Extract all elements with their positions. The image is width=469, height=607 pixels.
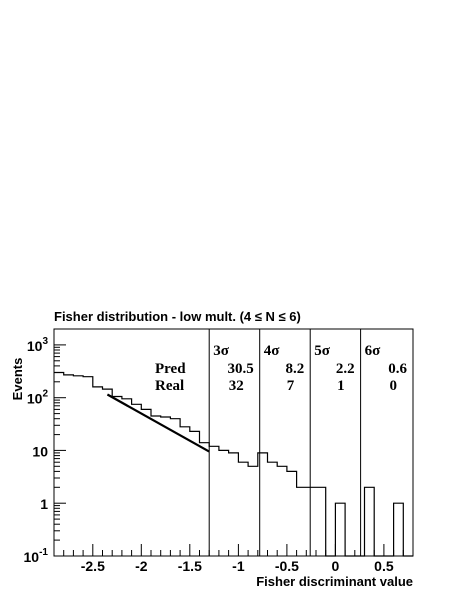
x-tick-label: -1.5 (178, 558, 202, 574)
sigma-label-5: 5σ (314, 343, 331, 359)
x-tick-label: -2 (135, 558, 148, 574)
x-tick-label: 0 (332, 558, 340, 574)
pred-value-4sigma: 8.2 (285, 361, 304, 377)
y-tick-label: 1 (40, 496, 48, 512)
y-tick-label: 102 (27, 389, 49, 407)
real-value-4sigma: 7 (287, 378, 295, 394)
y-tick-label: 10 (32, 443, 48, 459)
x-axis-label: Fisher discriminant value (256, 574, 413, 589)
real-value-3sigma: 32 (229, 378, 244, 394)
fit-line (106, 393, 210, 453)
y-tick-label: 103 (27, 336, 49, 354)
sigma-label-6: 6σ (365, 343, 382, 359)
pred-value-3sigma: 30.5 (227, 361, 253, 377)
sigma-label-4: 4σ (264, 343, 281, 359)
x-tick-label: -2.5 (81, 558, 105, 574)
plot-frame (53, 328, 414, 557)
real-value-6sigma: 0 (390, 378, 398, 394)
y-axis-label: Events (10, 358, 25, 401)
pred-value-6sigma: 0.6 (388, 361, 407, 377)
row-label-pred: Pred (155, 361, 186, 377)
y-tick-label: 10-1 (24, 547, 49, 565)
chart-title: Fisher distribution - low mult. (4 ≤ N ≤… (54, 309, 301, 324)
sigma-label-3: 3σ (213, 343, 230, 359)
row-label-real: Real (155, 378, 184, 394)
x-tick-label: -1 (232, 558, 245, 574)
pred-value-5sigma: 2.2 (336, 361, 355, 377)
x-tick-label: 0.5 (374, 558, 394, 574)
x-tick-label: -0.5 (275, 558, 299, 574)
real-value-5sigma: 1 (337, 378, 345, 394)
histogram-outline (54, 371, 413, 557)
